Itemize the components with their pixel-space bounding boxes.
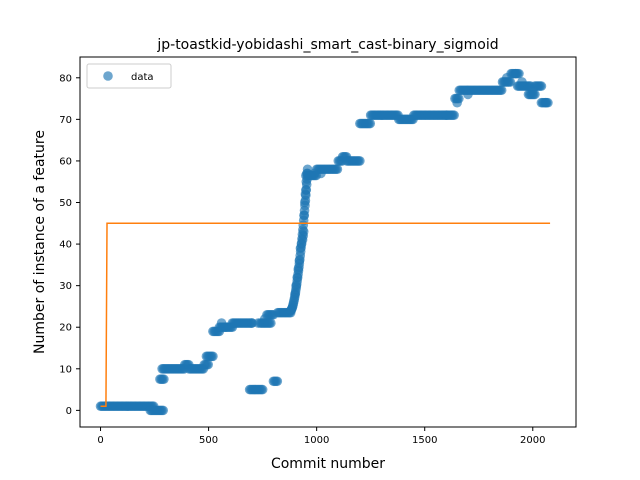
y-tick-label: 80 xyxy=(59,73,72,84)
legend: data xyxy=(86,63,172,89)
data-point xyxy=(332,164,343,175)
x-tick-label: 1000 xyxy=(304,435,329,446)
y-tick-label: 20 xyxy=(59,323,72,334)
y-tick-label: 70 xyxy=(59,115,72,126)
data-point xyxy=(441,110,452,121)
plot-frame xyxy=(79,56,577,428)
fit-layer xyxy=(100,222,551,407)
data-point xyxy=(502,72,512,83)
data-point xyxy=(355,156,365,166)
data-point xyxy=(463,89,473,100)
x-tick-label: 0 xyxy=(97,435,103,446)
ticks-layer: 0 500 1000 1500 2000 0 10 20 30 40 50 60 70 80 xyxy=(59,73,545,446)
data-point xyxy=(259,314,270,324)
y-tick-label: 60 xyxy=(59,156,72,167)
data-point xyxy=(302,168,313,179)
y-tick-label: 10 xyxy=(59,364,72,375)
data-point xyxy=(365,118,376,129)
x-tick-label: 1500 xyxy=(412,435,437,446)
chart-title: jp-toastkid-yobidashi_smart_cast-binary_… xyxy=(156,37,498,53)
y-tick-label: 40 xyxy=(59,240,72,251)
plot-area xyxy=(80,57,576,427)
x-tick-label: 2000 xyxy=(520,435,545,446)
y-axis-title: Number of instance of a feature xyxy=(32,130,48,354)
data-point xyxy=(216,318,227,328)
data-point xyxy=(527,85,538,96)
legend-box xyxy=(86,63,172,89)
legend-label-data: data xyxy=(131,72,154,83)
data-point xyxy=(540,97,551,108)
y-tick-label: 0 xyxy=(66,406,72,417)
data-point xyxy=(208,351,218,362)
y-tick-label: 50 xyxy=(59,198,72,209)
data-point xyxy=(449,110,459,121)
legend-marker-data xyxy=(103,71,113,81)
data-point xyxy=(510,68,521,79)
axes-frame xyxy=(79,56,577,428)
data-layer xyxy=(95,68,553,416)
x-axis-title: Commit number xyxy=(271,456,385,472)
data-point xyxy=(257,384,268,395)
data-point xyxy=(452,97,462,108)
data-point xyxy=(496,85,507,96)
data-point xyxy=(203,359,213,370)
data-point xyxy=(536,81,547,91)
data-point xyxy=(158,405,169,416)
y-tick-label: 30 xyxy=(59,281,72,292)
data-point xyxy=(272,376,283,387)
data-point xyxy=(517,77,527,87)
x-tick-label: 500 xyxy=(199,435,218,446)
data-point xyxy=(159,374,169,384)
data-point xyxy=(316,168,326,179)
fit-line xyxy=(100,222,551,407)
